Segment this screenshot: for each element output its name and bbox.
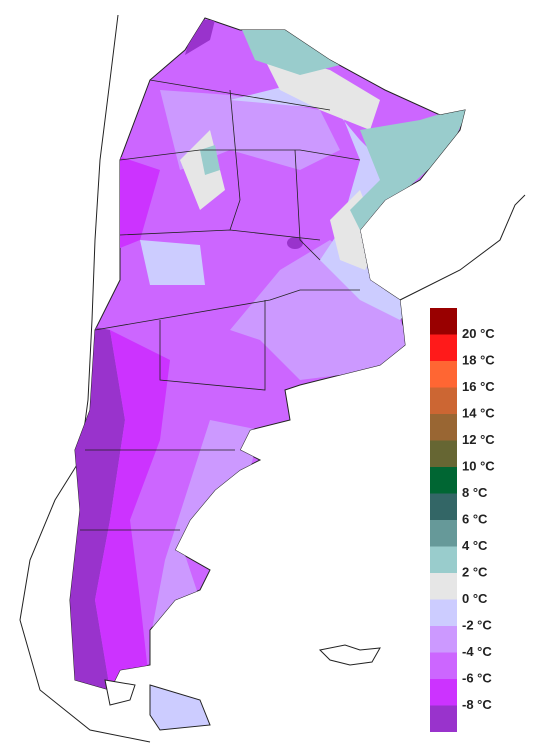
legend-label: 10 °C <box>462 458 495 473</box>
legend-swatch <box>430 679 457 706</box>
legend-swatch <box>430 308 457 335</box>
zone <box>200 145 220 175</box>
legend-swatch <box>430 467 457 494</box>
legend-swatch <box>430 387 457 414</box>
falklands <box>318 644 381 666</box>
legend-label: -2 °C <box>462 617 492 632</box>
legend-swatch <box>430 626 457 653</box>
legend-swatch <box>430 493 457 520</box>
legend-swatch <box>430 361 457 388</box>
legend-swatch <box>430 652 457 679</box>
legend-swatch <box>430 334 457 361</box>
legend-label: 14 °C <box>462 405 495 420</box>
tierra-del-fuego <box>149 684 211 731</box>
zone <box>95 330 170 690</box>
legend-swatch <box>430 705 457 732</box>
zone <box>140 240 205 285</box>
zone <box>150 420 260 640</box>
legend-label: 18 °C <box>462 352 495 367</box>
legend-label: 6 °C <box>462 511 488 526</box>
legend-label: 12 °C <box>462 432 495 447</box>
zone <box>287 237 303 249</box>
island <box>104 679 136 706</box>
legend-label: 0 °C <box>462 591 488 606</box>
legend-label: 16 °C <box>462 379 495 394</box>
legend-swatch <box>430 520 457 547</box>
legend-label: -8 °C <box>462 697 492 712</box>
legend-swatch <box>430 599 457 626</box>
uruguay-coast <box>399 194 526 301</box>
legend-swatch <box>430 546 457 573</box>
province-borders <box>80 79 361 531</box>
legend-label: 8 °C <box>462 485 488 500</box>
legend-label: 20 °C <box>462 326 495 341</box>
legend-label: -4 °C <box>462 644 492 659</box>
legend-label: 4 °C <box>462 538 488 553</box>
legend: 20 °C 18 °C 16 °C 14 °C 12 °C 10 °C 8 °C 6 °C 4 … <box>426 305 524 737</box>
legend-label: -6 °C <box>462 670 492 685</box>
legend-swatch <box>430 440 457 467</box>
legend-swatch <box>430 573 457 600</box>
legend-label: 2 °C <box>462 564 488 579</box>
zone <box>240 25 340 75</box>
legend-swatch <box>430 414 457 441</box>
